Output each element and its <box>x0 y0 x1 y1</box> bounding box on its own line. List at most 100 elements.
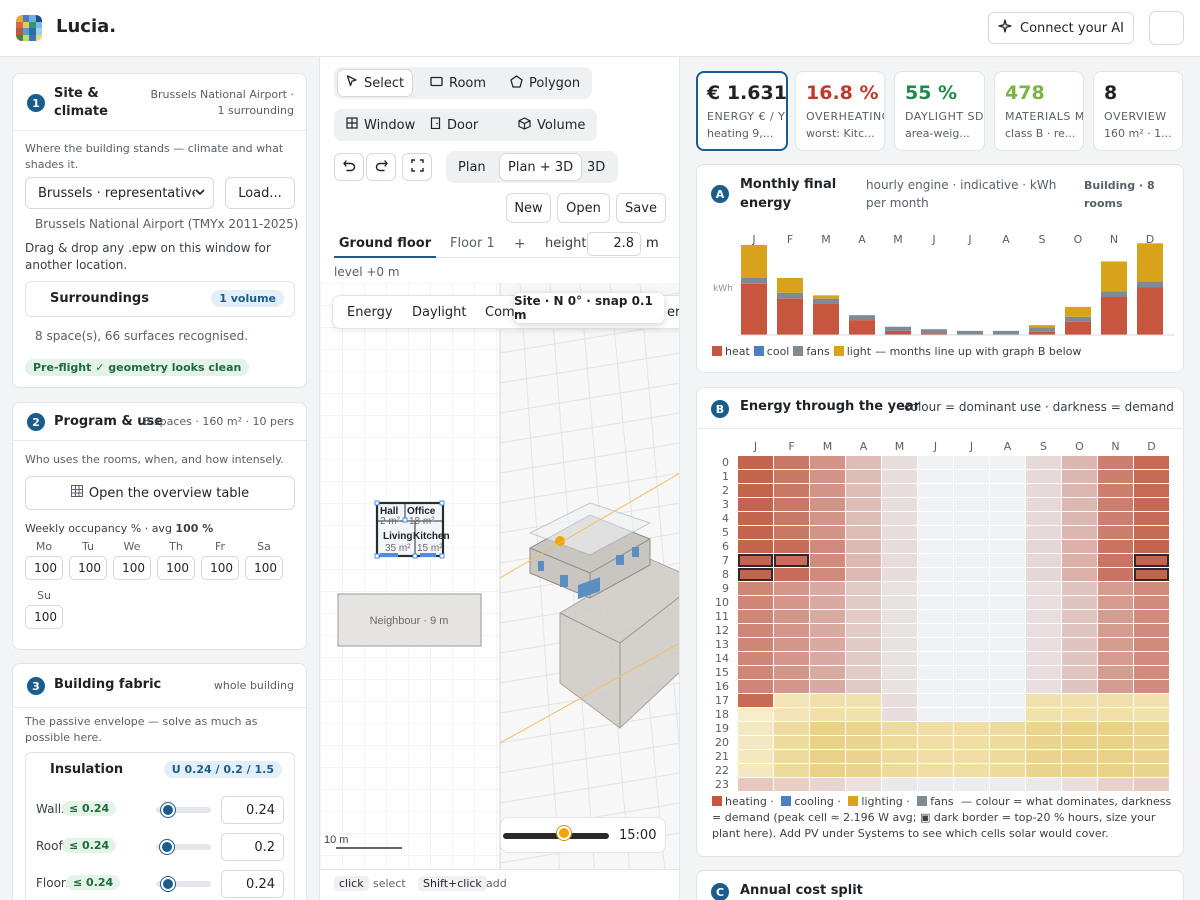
heatmap-cell <box>1098 484 1133 497</box>
fabric-row-label: Roofs <box>36 839 69 853</box>
tab-floor-1[interactable]: Floor 1 <box>450 236 495 251</box>
tab-daylight[interactable]: Daylight <box>412 305 467 320</box>
day-occupancy-input[interactable]: 100 <box>25 605 63 629</box>
u-value-input[interactable]: 0.24 <box>221 796 284 824</box>
insulation-u-badge: U 0.24 / 0.2 / 1.5 <box>163 761 282 778</box>
heatmap-cell <box>846 512 881 525</box>
program-card-header[interactable]: 2 Program & use 8 spaces · 160 m² · 10 p… <box>13 403 306 441</box>
heatmap-cell <box>990 554 1025 567</box>
volume-tool[interactable]: Volume <box>510 112 593 138</box>
account-button[interactable] <box>1149 11 1184 45</box>
u-value-input[interactable]: 0.24 <box>221 870 284 898</box>
day-occupancy-input[interactable]: 100 <box>157 556 195 580</box>
heatmap-cell <box>918 736 953 749</box>
site-description: Where the building stands — climate and … <box>25 142 284 171</box>
time-slider[interactable] <box>503 833 609 839</box>
site-tooltip: Site · N 0° · snap 0.1 m <box>514 293 664 323</box>
heatmap-cell <box>846 610 881 623</box>
redo-button[interactable] <box>366 153 396 181</box>
heatmap-hour-label: 11 <box>715 610 729 623</box>
heatmap-cell <box>738 582 773 595</box>
building-footprint[interactable] <box>375 501 445 558</box>
site-card-header[interactable]: 1 Site & climate Brussels National Airpo… <box>13 74 306 131</box>
room-tool[interactable]: Room <box>422 70 494 96</box>
tab-ground-floor[interactable]: Ground floor <box>334 234 436 258</box>
u-value-slider-handle[interactable] <box>160 803 175 817</box>
kpi-card[interactable]: 8 OVERVIEW 160 m² · 1... <box>1093 71 1183 151</box>
legend-swatch <box>712 346 722 356</box>
floor-height-input[interactable]: 2.8 <box>587 232 641 256</box>
save-button[interactable]: Save <box>616 193 666 223</box>
plan-3d-view[interactable]: Neighbour · 9 m Hall 2 m² Office 18 m² L… <box>320 283 680 873</box>
logo-tile <box>29 21 36 28</box>
u-value-slider-handle[interactable] <box>159 840 174 854</box>
design-canvas[interactable]: Neighbour · 9 m Hall 2 m² Office 18 m² L… <box>320 283 680 873</box>
table-icon <box>70 485 83 501</box>
window-icon <box>346 117 358 133</box>
tab-materials[interactable]: erials <box>667 305 680 320</box>
room-name-hall: Hall <box>380 506 399 517</box>
heatmap-cell <box>954 722 989 735</box>
u-value-slider[interactable] <box>156 881 211 887</box>
time-slider-handle[interactable] <box>557 826 572 840</box>
heatmap-cell <box>846 568 881 581</box>
open-button[interactable]: Open <box>557 193 610 223</box>
card-title: Building fabric <box>54 677 162 692</box>
overview-table-button[interactable]: Open the overview table <box>25 476 295 510</box>
energy-heatmap-card: B Energy through the year colour = domin… <box>696 387 1184 857</box>
heatmap-cell <box>882 512 917 525</box>
3d-model[interactable] <box>499 473 680 744</box>
connect-ai-button[interactable]: Connect your AI <box>988 12 1134 44</box>
fabric-card-header[interactable]: 3 Building fabric whole building <box>13 664 306 708</box>
polygon-tool[interactable]: Polygon <box>502 70 588 96</box>
undo-button[interactable] <box>334 153 364 181</box>
door-tool[interactable]: Door <box>422 112 486 138</box>
kpi-card[interactable]: € 1.631 ENERGY € / YR heating 9,... <box>696 71 788 151</box>
day-occupancy-input[interactable]: 100 <box>25 556 63 580</box>
heatmap-cell <box>738 708 773 721</box>
kpi-card[interactable]: 55 % DAYLIGHT SDA area-weig... <box>894 71 985 151</box>
view-plan-3d[interactable]: Plan + 3D <box>500 154 582 180</box>
view-3d[interactable]: 3D <box>587 159 606 175</box>
fit-view-button[interactable] <box>402 153 432 181</box>
legend-item: fans <box>793 345 830 358</box>
heatmap-cell <box>954 750 989 763</box>
tab-comfort[interactable]: Comf <box>485 305 520 320</box>
heatmap-cell <box>990 540 1025 553</box>
day-occupancy-input[interactable]: 100 <box>69 556 107 580</box>
heatmap-month-label: S <box>1040 440 1047 453</box>
u-value-slider[interactable] <box>156 844 211 850</box>
kpi-card[interactable]: 16.8 % OVERHEATING worst: Kitc... <box>795 71 885 151</box>
tab-energy[interactable]: Energy <box>347 305 393 320</box>
u-value-slider[interactable] <box>156 807 211 813</box>
u-value-input[interactable]: 0.2 <box>221 833 284 861</box>
heatmap-cell <box>1098 526 1133 539</box>
window-tool[interactable]: Window <box>338 112 423 138</box>
heatmap-cell <box>810 652 845 665</box>
bar-heat <box>813 303 839 335</box>
heatmap-cell <box>954 708 989 721</box>
app-name: Lucia. <box>56 16 117 37</box>
heatmap-cell <box>846 680 881 693</box>
day-occupancy-input[interactable]: 100 <box>201 556 239 580</box>
load-button[interactable]: Load... <box>225 177 295 209</box>
heatmap-cell <box>882 708 917 721</box>
location-select[interactable]: Brussels · representative (TMYx) <box>25 177 214 209</box>
surroundings-row[interactable]: Surroundings 1 volume <box>25 281 295 317</box>
day-occupancy-input[interactable]: 100 <box>113 556 151 580</box>
heatmap-cell <box>738 750 773 763</box>
day-label: Su <box>37 589 51 602</box>
kpi-card[interactable]: 478 MATERIALS MP class B · re... <box>994 71 1084 151</box>
view-plan[interactable]: Plan <box>458 159 486 175</box>
bar-heat <box>849 320 875 335</box>
new-button[interactable]: New <box>506 193 551 223</box>
u-value-slider-handle[interactable] <box>160 877 175 891</box>
heatmap-cell <box>738 680 773 693</box>
heatmap-cell <box>882 498 917 511</box>
day-occupancy-input[interactable]: 100 <box>245 556 283 580</box>
select-tool[interactable]: Select <box>338 70 413 96</box>
heatmap-cell <box>810 764 845 777</box>
neighbour-block[interactable] <box>337 593 482 647</box>
heatmap-cell <box>810 736 845 749</box>
add-floor-button[interactable]: + <box>514 236 526 252</box>
